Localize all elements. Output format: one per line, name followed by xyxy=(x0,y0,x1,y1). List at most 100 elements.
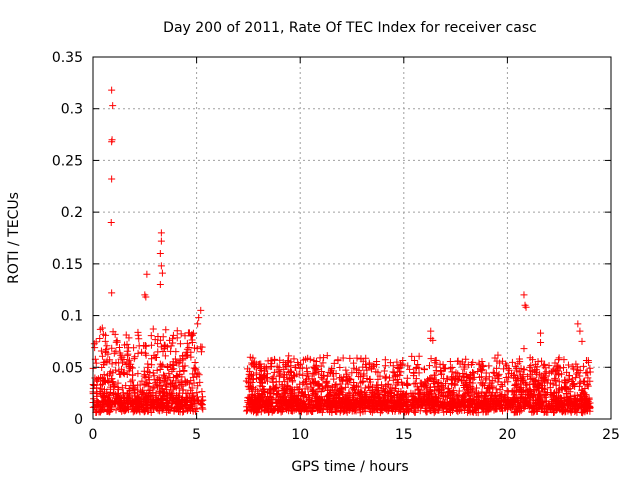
data-point xyxy=(281,378,289,386)
data-point xyxy=(566,385,574,393)
data-point xyxy=(441,380,449,388)
data-point xyxy=(368,383,376,391)
data-point xyxy=(169,395,177,403)
data-point xyxy=(508,358,516,366)
data-point xyxy=(402,391,410,399)
axis-ticks: 0 5 10 15 20 25 0 0.05 0.1 0.15 0.2 0.25 0.3 0.35 xyxy=(52,50,620,443)
data-point xyxy=(356,394,364,402)
data-point xyxy=(193,389,201,397)
data-point xyxy=(531,399,539,407)
data-point xyxy=(563,368,571,376)
data-point xyxy=(357,379,365,387)
data-point xyxy=(134,331,142,339)
data-point xyxy=(108,360,116,368)
data-point xyxy=(365,359,373,367)
data-point xyxy=(125,367,133,375)
data-point xyxy=(273,384,281,392)
data-point xyxy=(156,376,164,384)
data-point xyxy=(566,392,574,400)
data-point xyxy=(342,404,350,412)
data-point xyxy=(353,354,361,362)
y-axis-label: ROTI / TECUs xyxy=(6,192,22,284)
data-point xyxy=(275,364,283,372)
data-point xyxy=(127,378,135,386)
data-point xyxy=(271,356,279,364)
data-point xyxy=(102,347,110,355)
data-point xyxy=(357,396,365,404)
data-point xyxy=(382,373,390,381)
y-tick-label: 0.2 xyxy=(61,205,83,221)
y-tick-label: 0.15 xyxy=(52,257,83,273)
data-point xyxy=(324,400,332,408)
data-point xyxy=(403,374,411,382)
data-point xyxy=(242,377,250,385)
data-point xyxy=(267,360,275,368)
data-point xyxy=(396,404,404,412)
data-point xyxy=(582,357,590,365)
data-point xyxy=(512,405,520,413)
data-point xyxy=(427,355,435,363)
data-point xyxy=(328,383,336,391)
data-point xyxy=(110,381,118,389)
data-point xyxy=(176,358,184,366)
data-point xyxy=(572,402,580,410)
data-point xyxy=(92,338,100,346)
data-point xyxy=(347,375,355,383)
data-point xyxy=(143,270,151,278)
data-point xyxy=(129,398,137,406)
data-point xyxy=(493,357,501,365)
data-point xyxy=(547,389,555,397)
data-point xyxy=(389,376,397,384)
data-point xyxy=(440,365,448,373)
data-point xyxy=(242,407,250,415)
data-point xyxy=(576,372,584,380)
data-point xyxy=(452,374,460,382)
data-point xyxy=(568,375,576,383)
data-point xyxy=(312,368,320,376)
data-point xyxy=(267,386,275,394)
data-point xyxy=(123,400,131,408)
data-point xyxy=(103,388,111,396)
data-point xyxy=(352,404,360,412)
data-point xyxy=(485,384,493,392)
data-point xyxy=(470,373,478,381)
data-point xyxy=(569,380,577,388)
data-point xyxy=(188,336,196,344)
data-point xyxy=(451,381,459,389)
data-point xyxy=(112,358,120,366)
data-point xyxy=(520,366,528,374)
data-point xyxy=(509,387,517,395)
data-point xyxy=(415,352,423,360)
data-point xyxy=(560,383,568,391)
data-point xyxy=(564,361,572,369)
data-point xyxy=(142,293,150,301)
data-point xyxy=(168,365,176,373)
data-point xyxy=(176,403,184,411)
data-point xyxy=(326,388,334,396)
data-point xyxy=(467,391,475,399)
data-point xyxy=(144,363,152,371)
data-point xyxy=(571,406,579,414)
data-point xyxy=(533,398,541,406)
data-point xyxy=(101,337,109,345)
data-point xyxy=(520,378,528,386)
data-point xyxy=(341,398,349,406)
data-point xyxy=(90,340,98,348)
data-point xyxy=(387,389,395,397)
data-point xyxy=(111,382,119,390)
data-point xyxy=(152,394,160,402)
data-point xyxy=(539,374,547,382)
data-point xyxy=(397,388,405,396)
data-point xyxy=(380,367,388,375)
data-point xyxy=(580,377,588,385)
data-point xyxy=(123,340,131,348)
data-point xyxy=(122,361,130,369)
x-tick-label: 15 xyxy=(395,427,413,443)
data-point xyxy=(478,358,486,366)
data-point xyxy=(303,380,311,388)
data-point xyxy=(278,392,286,400)
data-point xyxy=(124,350,132,358)
data-point xyxy=(156,281,164,289)
data-point xyxy=(334,357,342,365)
data-point xyxy=(526,371,534,379)
